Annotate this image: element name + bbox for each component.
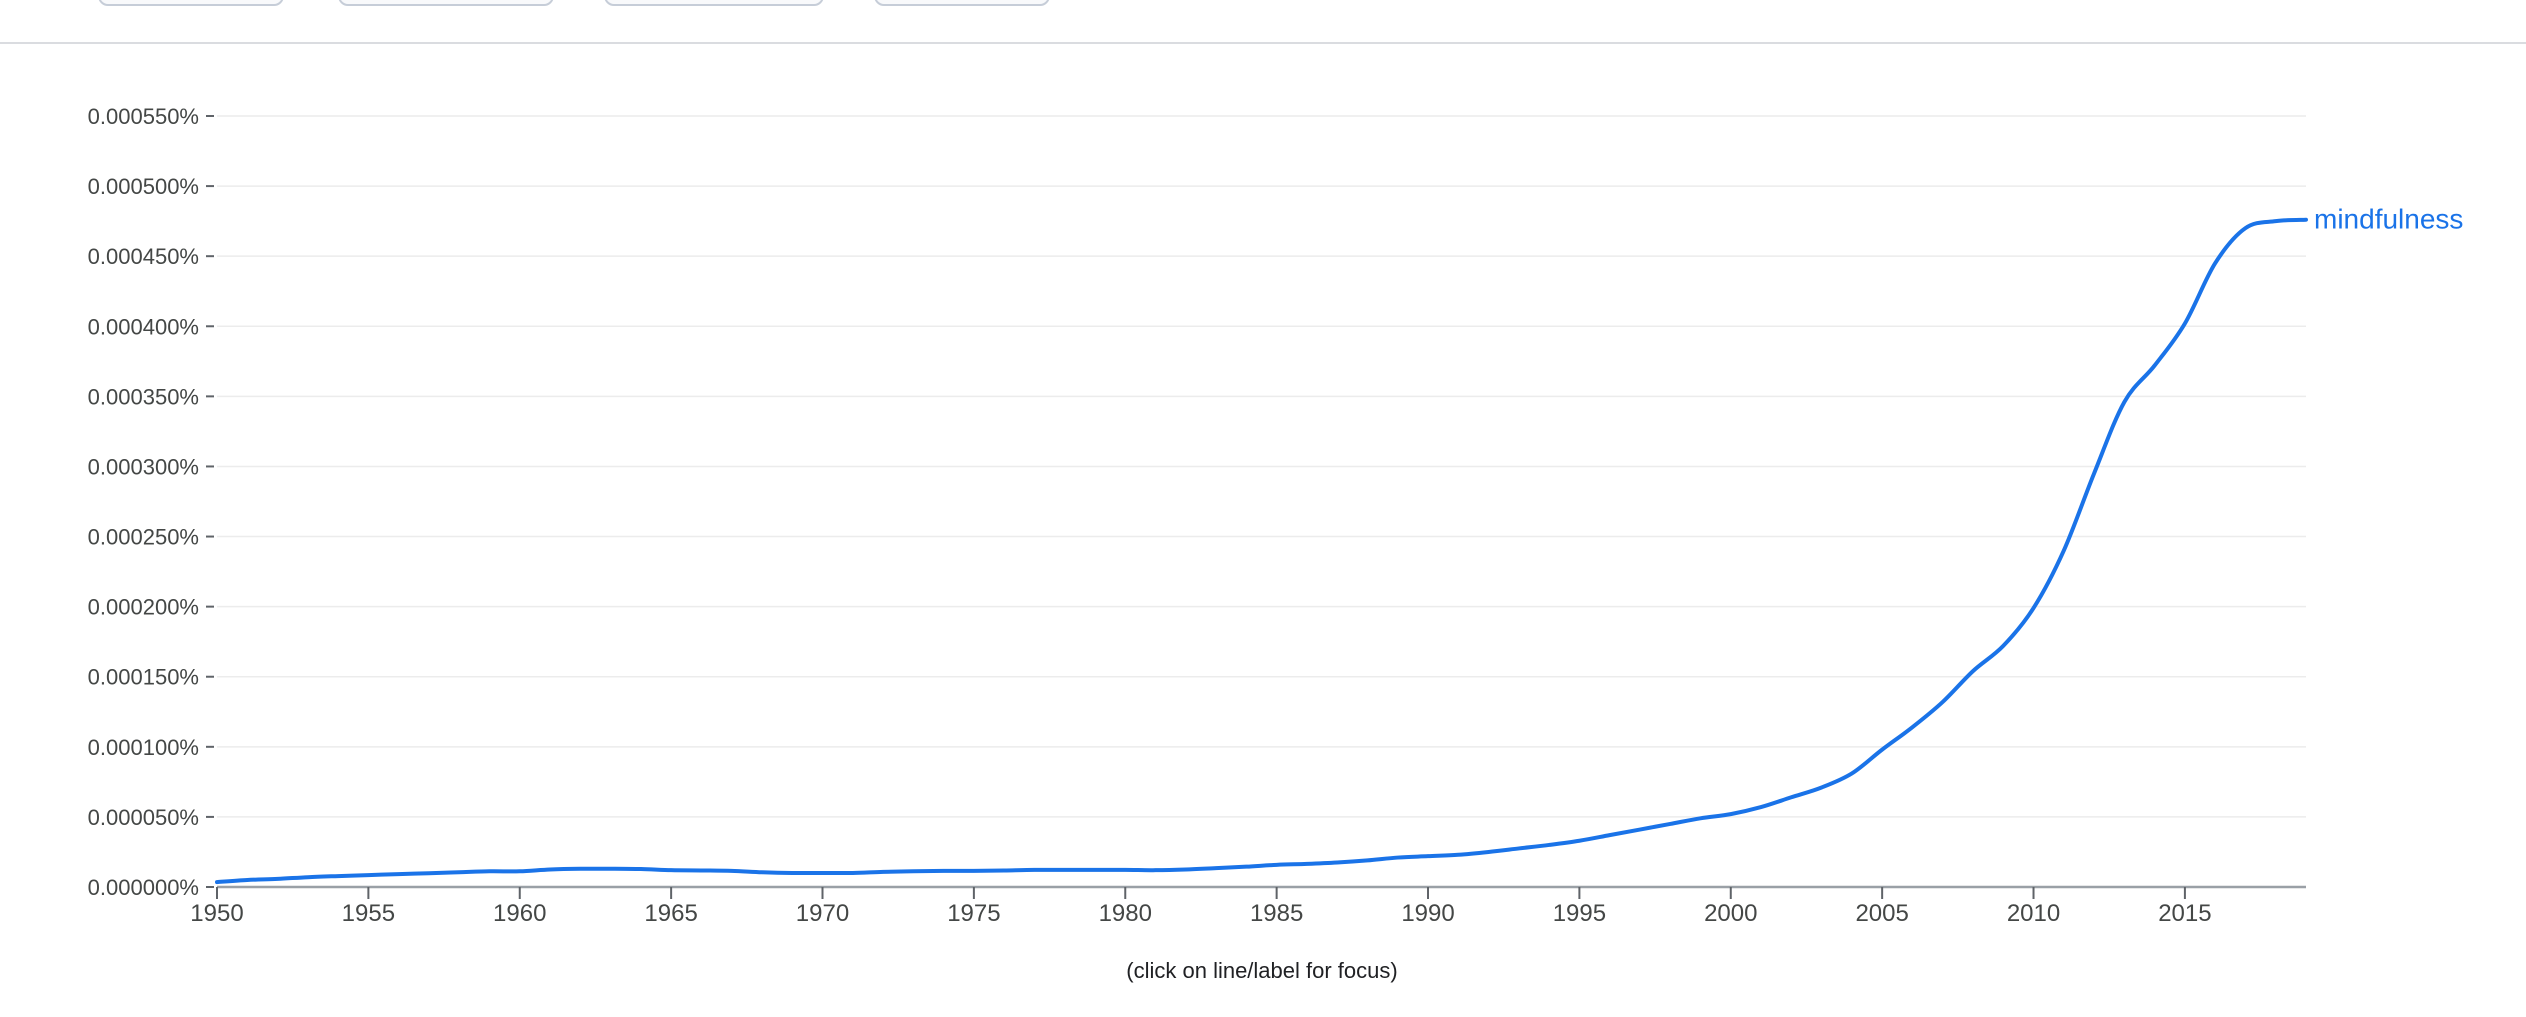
y-tick-label: 0.000550%: [88, 104, 199, 129]
x-tick-label: 1955: [342, 900, 395, 927]
toolbar-chip[interactable]: [338, 0, 554, 6]
toolbar-chip[interactable]: [98, 0, 284, 6]
y-tick-label: 0.000050%: [88, 805, 199, 830]
x-tick-label: 1965: [644, 900, 697, 927]
x-tick-label: 2000: [1704, 900, 1757, 927]
y-tick-label: 0.000000%: [88, 875, 199, 900]
y-tick-label: 0.000350%: [88, 384, 199, 409]
y-tick-label: 0.000250%: [88, 525, 199, 550]
y-tick-label: 0.000200%: [88, 595, 199, 620]
x-tick-label: 1950: [190, 900, 243, 927]
toolbar-chip[interactable]: [604, 0, 824, 6]
x-tick-label: 2010: [2007, 900, 2060, 927]
ngram-line-chart: 0.000000% 0.000050% 0.000100% 0.000150% 0.00…: [88, 104, 2464, 983]
x-tick-label: 2005: [1855, 900, 1908, 927]
gridlines: [217, 115, 2306, 818]
series-layer[interactable]: mindfulness: [215, 204, 2463, 885]
y-tick-label: 0.000150%: [88, 665, 199, 690]
chart-area: 0.000000% 0.000050% 0.000100% 0.000150% 0.00…: [0, 44, 2526, 1012]
x-tick-label: 1990: [1401, 900, 1454, 927]
y-tick-label: 0.000500%: [88, 174, 199, 199]
top-toolbar-strip: [0, 0, 2526, 44]
y-tick-label: 0.000400%: [88, 314, 199, 339]
y-tick-label: 0.000300%: [88, 454, 199, 479]
x-tick-label: 1960: [493, 900, 546, 927]
x-tick-label: 1975: [947, 900, 1000, 927]
toolbar-chip[interactable]: [874, 0, 1050, 6]
y-tick-label: 0.000100%: [88, 735, 199, 760]
x-tick-label: 1995: [1553, 900, 1606, 927]
series-line-mindfulness[interactable]: [215, 217, 2308, 885]
x-tick-label: 1980: [1099, 900, 1152, 927]
y-tick-label: 0.000450%: [88, 244, 199, 269]
focus-hint-text: (click on line/label for focus): [1126, 958, 1397, 983]
axes: 0.000000% 0.000050% 0.000100% 0.000150% 0.00…: [88, 104, 2306, 927]
series-label-mindfulness[interactable]: mindfulness: [2314, 204, 2463, 235]
x-tick-label: 1985: [1250, 900, 1303, 927]
x-tick-label: 2015: [2158, 900, 2211, 927]
x-tick-label: 1970: [796, 900, 849, 927]
